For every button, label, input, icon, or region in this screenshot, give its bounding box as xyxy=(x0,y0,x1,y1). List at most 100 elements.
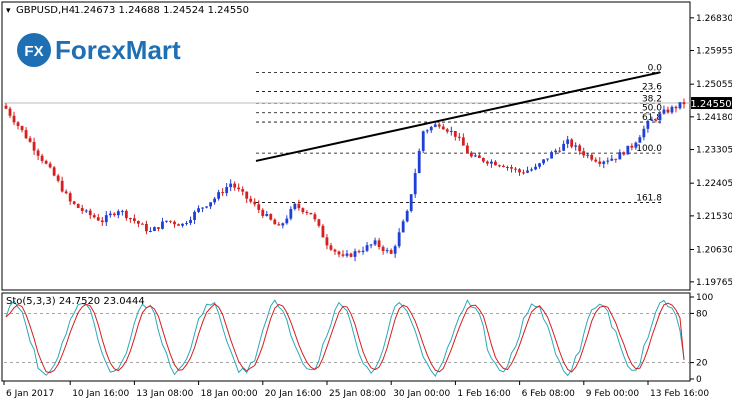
candle-body xyxy=(177,224,180,226)
candle-body xyxy=(586,154,590,156)
candle xyxy=(173,220,176,228)
candle-body xyxy=(108,213,112,216)
candle xyxy=(4,103,8,110)
candle xyxy=(181,223,184,228)
candle xyxy=(333,248,337,255)
time-tick-label: 1 Feb 16:00 xyxy=(457,389,511,399)
candle xyxy=(245,191,249,204)
candle-body xyxy=(20,125,24,131)
price-tick-label: 1.22405 xyxy=(696,179,732,189)
candle-body xyxy=(100,220,104,223)
candle-body xyxy=(128,218,132,220)
candle-body xyxy=(237,187,241,190)
stochastic-signal-line xyxy=(5,302,685,374)
candle xyxy=(393,244,397,258)
candle-body xyxy=(185,223,188,225)
candle-body xyxy=(12,115,16,123)
candle-body xyxy=(353,251,357,257)
stochastic-tick-label: 0 xyxy=(696,375,702,385)
candle xyxy=(12,111,16,126)
candle-body xyxy=(610,158,614,161)
candle xyxy=(305,210,309,216)
candle xyxy=(136,220,140,228)
candle xyxy=(473,152,477,158)
candle-body xyxy=(566,139,570,144)
candle-body xyxy=(369,244,373,246)
candle-body xyxy=(626,145,630,155)
candle-body xyxy=(213,198,217,203)
candle-body xyxy=(542,159,545,164)
candle xyxy=(80,204,84,214)
candle-body xyxy=(136,220,140,224)
candle-body xyxy=(88,210,92,216)
candle-body xyxy=(24,130,28,139)
candle-body xyxy=(417,150,421,174)
candle xyxy=(84,209,88,213)
candle xyxy=(594,157,598,163)
candle xyxy=(417,148,421,174)
candle xyxy=(124,209,128,221)
candle xyxy=(622,151,626,156)
stochastic-panel xyxy=(1,292,691,382)
candle xyxy=(570,138,574,149)
candle-body xyxy=(273,219,277,225)
candle-body xyxy=(522,172,525,174)
candle xyxy=(201,207,204,213)
candle-body xyxy=(538,163,541,167)
candle xyxy=(345,249,349,258)
candle xyxy=(289,206,293,221)
candle-body xyxy=(32,141,36,151)
candle xyxy=(116,209,120,219)
candle xyxy=(48,161,52,169)
candle-body xyxy=(558,150,562,152)
price-axis: 1.19765 1.20630 1.21530 1.22405 1.23305 1.241… xyxy=(690,14,732,288)
candle xyxy=(257,200,261,214)
candle-body xyxy=(421,131,425,151)
candle-body xyxy=(514,168,517,170)
candle xyxy=(353,248,357,262)
candle-body xyxy=(337,251,341,255)
candlestick-series xyxy=(4,98,686,262)
candle-body xyxy=(217,192,221,199)
candle-body xyxy=(425,130,429,132)
candle xyxy=(213,196,217,205)
candle-body xyxy=(465,145,469,153)
candle-body xyxy=(642,128,646,138)
candle-body xyxy=(502,165,505,167)
candle-body xyxy=(120,210,124,212)
candle xyxy=(185,220,188,226)
ohlc-values: 1.24673 1.24688 1.24524 1.24550 xyxy=(74,5,249,16)
candle xyxy=(538,162,541,169)
fib-level-label: 161.8 xyxy=(636,193,662,203)
candle-body xyxy=(289,208,293,219)
candle-body xyxy=(157,227,160,229)
candle xyxy=(385,247,389,254)
candle xyxy=(650,116,654,121)
candle-body xyxy=(546,158,549,160)
candle-body xyxy=(169,220,172,222)
candle-body xyxy=(622,152,626,155)
candle xyxy=(357,249,361,254)
candle-body xyxy=(469,152,473,157)
candle-body xyxy=(682,102,686,105)
candle xyxy=(373,237,377,247)
candle xyxy=(229,179,233,192)
candle xyxy=(510,164,513,173)
candle xyxy=(100,217,104,226)
candle-body xyxy=(249,198,253,202)
candle xyxy=(221,188,225,197)
candle xyxy=(44,159,48,165)
stochastic-tick-label: 100 xyxy=(696,293,713,303)
candle xyxy=(494,160,497,166)
candle xyxy=(546,158,549,162)
candle xyxy=(502,164,505,168)
candle-body xyxy=(670,106,674,113)
candle-body xyxy=(666,109,670,113)
candle xyxy=(534,163,537,171)
candle xyxy=(72,200,76,205)
candle-body xyxy=(161,221,164,229)
price-tick-label: 1.25955 xyxy=(696,47,732,57)
candle-body xyxy=(638,137,642,143)
candle-body xyxy=(526,170,529,173)
candle xyxy=(409,194,413,213)
